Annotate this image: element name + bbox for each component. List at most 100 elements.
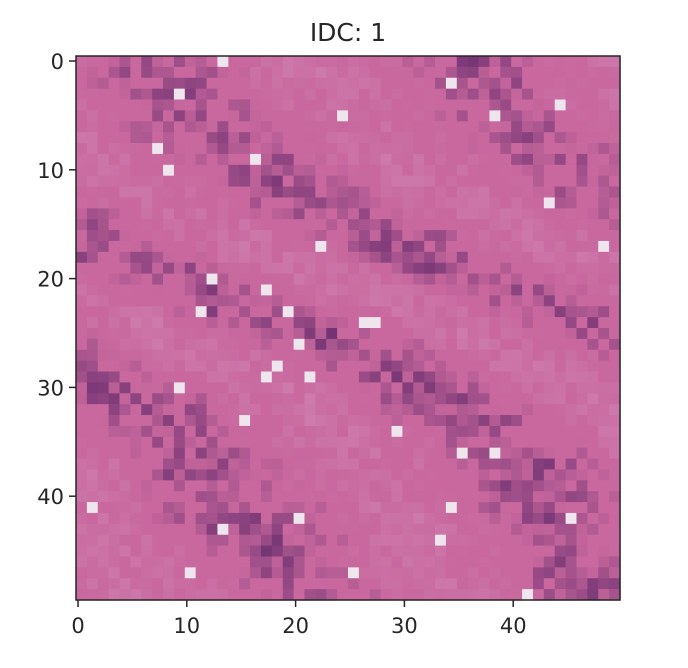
image-pixel xyxy=(380,143,393,155)
image-pixel xyxy=(152,186,164,199)
image-pixel xyxy=(184,132,197,144)
image-pixel xyxy=(293,164,306,177)
image-pixel xyxy=(369,88,382,101)
chart-title: IDC: 1 xyxy=(310,18,386,47)
image-pixel xyxy=(424,415,436,427)
image-pixel xyxy=(424,502,436,514)
image-pixel xyxy=(206,208,219,220)
image-pixel xyxy=(337,458,349,471)
image-pixel xyxy=(173,317,186,329)
image-pixel xyxy=(348,77,360,90)
image-pixel xyxy=(173,371,186,383)
image-pixel xyxy=(489,491,501,503)
image-pixel xyxy=(576,77,588,90)
image-pixel xyxy=(543,523,556,536)
image-pixel xyxy=(489,208,501,220)
image-pixel xyxy=(489,143,501,155)
image-pixel xyxy=(86,469,99,481)
image-pixel xyxy=(402,132,414,144)
image-pixel xyxy=(163,230,175,242)
image-pixel xyxy=(250,88,262,101)
image-pixel xyxy=(554,143,567,155)
image-pixel xyxy=(609,295,621,307)
image-pixel xyxy=(565,121,578,133)
image-pixel xyxy=(184,328,197,340)
image-pixel xyxy=(271,393,284,405)
image-pixel xyxy=(228,545,240,558)
image-pixel xyxy=(119,371,131,383)
image-pixel xyxy=(413,295,425,307)
image-pixel xyxy=(315,153,327,166)
image-pixel xyxy=(250,404,262,416)
image-pixel xyxy=(554,77,567,90)
image-pixel xyxy=(86,382,99,394)
image-pixel xyxy=(598,219,610,231)
image-pixel xyxy=(348,99,360,111)
image-pixel xyxy=(282,66,295,79)
image-pixel xyxy=(435,66,447,79)
image-pixel xyxy=(195,447,208,460)
image-pixel xyxy=(97,523,110,536)
image-pixel xyxy=(358,262,371,275)
image-pixel xyxy=(108,534,121,547)
image-pixel xyxy=(304,328,316,340)
image-pixel xyxy=(206,132,219,144)
image-pixel xyxy=(435,328,447,340)
image-pixel xyxy=(86,523,99,536)
image-pixel xyxy=(293,415,306,427)
image-pixel xyxy=(315,164,327,177)
image-pixel xyxy=(76,502,88,514)
image-pixel xyxy=(315,556,327,568)
image-pixel xyxy=(108,77,121,90)
image-pixel xyxy=(391,88,403,101)
image-pixel xyxy=(467,164,480,177)
image-pixel xyxy=(304,77,316,90)
image-pixel xyxy=(369,447,382,460)
image-pixel xyxy=(587,230,599,242)
image-pixel xyxy=(369,545,382,558)
image-pixel xyxy=(152,164,164,177)
image-pixel xyxy=(489,480,501,492)
image-pixel xyxy=(76,251,88,264)
image-pixel xyxy=(260,534,273,547)
image-pixel xyxy=(445,132,458,144)
image-pixel xyxy=(260,328,273,340)
image-pixel xyxy=(250,491,262,503)
image-pixel xyxy=(315,306,327,318)
image-pixel xyxy=(369,164,382,177)
image-pixel xyxy=(467,295,480,307)
image-pixel xyxy=(554,447,567,460)
image-pixel xyxy=(304,66,316,79)
image-pixel xyxy=(293,77,306,90)
image-pixel xyxy=(293,99,306,111)
image-pixel xyxy=(424,317,436,329)
image-pixel xyxy=(609,349,621,362)
image-pixel xyxy=(173,578,186,590)
image-pixel xyxy=(576,556,588,568)
image-pixel xyxy=(358,360,371,373)
image-pixel xyxy=(195,175,208,188)
image-pixel xyxy=(598,66,610,79)
image-pixel xyxy=(554,534,567,547)
image-pixel xyxy=(108,99,121,111)
image-pixel xyxy=(141,349,153,362)
image-pixel xyxy=(456,262,469,275)
image-pixel xyxy=(304,469,316,481)
image-pixel xyxy=(239,447,251,460)
image-pixel xyxy=(97,360,110,373)
image-pixel xyxy=(543,349,556,362)
image-pixel xyxy=(445,56,458,68)
image-pixel xyxy=(369,175,382,188)
image-pixel xyxy=(271,371,284,383)
image-pixel xyxy=(543,284,556,296)
image-pixel xyxy=(489,197,501,209)
image-pixel xyxy=(402,175,414,188)
image-pixel xyxy=(554,317,567,329)
image-pixel xyxy=(282,512,295,525)
image-pixel xyxy=(445,175,458,188)
image-pixel xyxy=(97,230,110,242)
image-pixel xyxy=(532,132,545,144)
image-pixel xyxy=(163,338,175,351)
image-pixel xyxy=(380,66,393,79)
image-pixel xyxy=(130,197,142,209)
